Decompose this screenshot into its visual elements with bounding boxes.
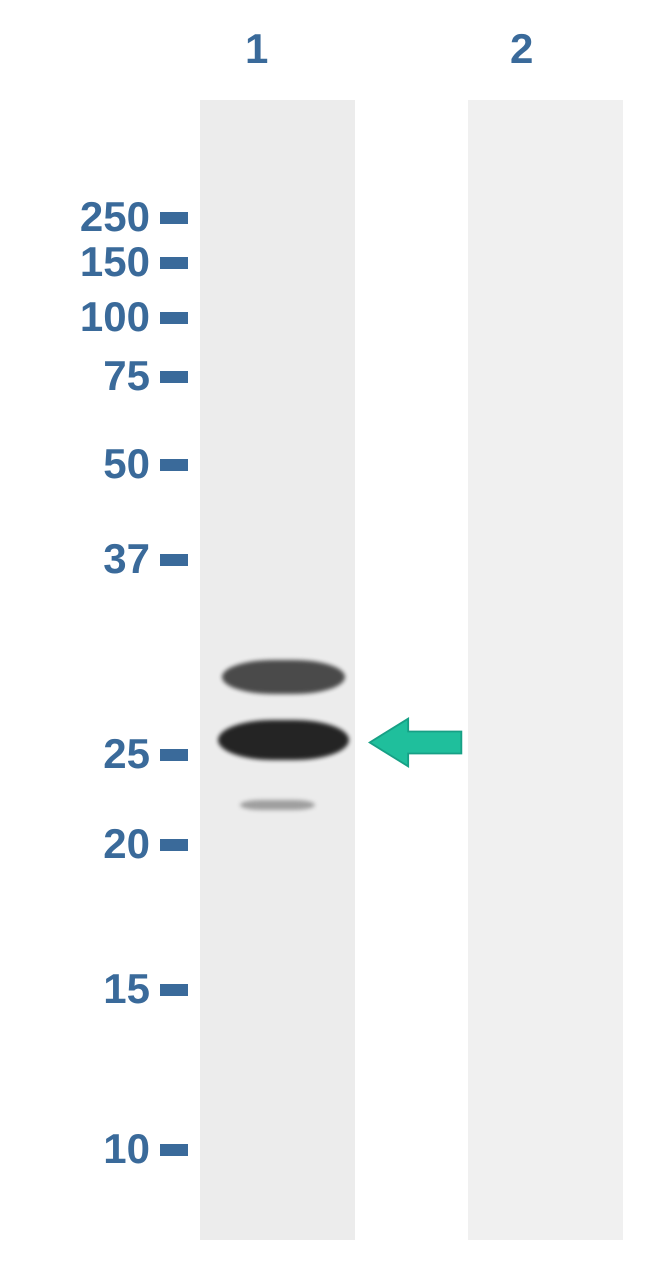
blot-figure: 1 2 250150 100 75 50 37 25 20 15 10 xyxy=(0,0,650,1270)
mw-tick xyxy=(160,984,188,996)
mw-label: 100 xyxy=(0,293,150,341)
mw-tick xyxy=(160,459,188,471)
protein-band xyxy=(218,720,349,760)
protein-band xyxy=(240,800,315,810)
mw-tick xyxy=(160,312,188,324)
mw-label: 50 xyxy=(0,440,150,488)
lane-2-label: 2 xyxy=(510,25,533,73)
mw-label: 25 xyxy=(0,730,150,778)
target-band-arrow-icon xyxy=(368,715,463,770)
mw-label: 250 xyxy=(0,193,150,241)
mw-tick xyxy=(160,212,188,224)
mw-label: 75 xyxy=(0,352,150,400)
mw-tick xyxy=(160,554,188,566)
arrow-shape xyxy=(370,719,462,767)
mw-tick xyxy=(160,371,188,383)
mw-tick xyxy=(160,257,188,269)
lane-2 xyxy=(468,100,623,1240)
protein-band xyxy=(222,660,345,694)
mw-tick xyxy=(160,1144,188,1156)
lane-1-label: 1 xyxy=(245,25,268,73)
mw-label: 20 xyxy=(0,820,150,868)
mw-tick xyxy=(160,749,188,761)
mw-tick xyxy=(160,839,188,851)
mw-label: 37 xyxy=(0,535,150,583)
mw-label: 15 xyxy=(0,965,150,1013)
mw-label: 10 xyxy=(0,1125,150,1173)
mw-label: 150 xyxy=(0,238,150,286)
